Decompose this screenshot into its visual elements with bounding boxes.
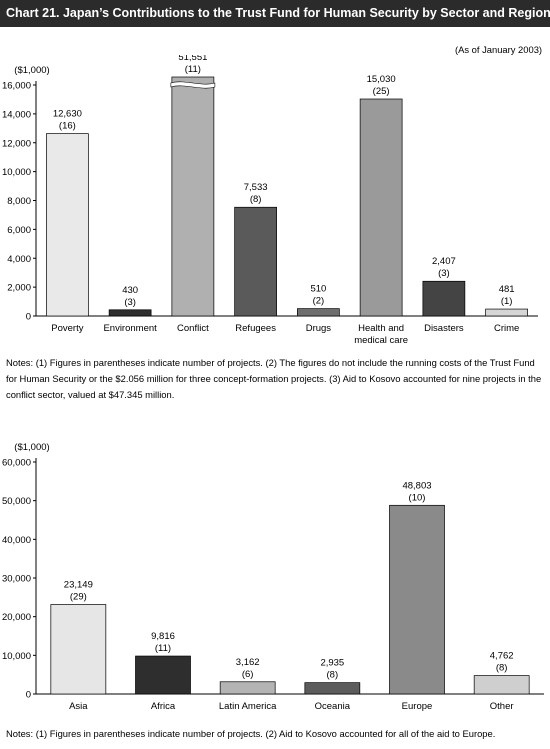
x-tick-label: Environment: [103, 323, 157, 334]
bar-value-label: 23,149: [64, 579, 93, 590]
sector-bar-chart: ($1,000) 0 2,000 4,000 6,000 8,000 10,000 12,00…: [2, 55, 538, 345]
x-tick-label: Crime: [494, 323, 519, 334]
y-tick-label: 16,000: [2, 81, 31, 92]
bar-project-count-label: (11): [185, 64, 201, 75]
x-tick-label: Health and: [358, 323, 404, 334]
axis-break-mark: [170, 81, 216, 89]
bar-value-label: 9,816: [151, 631, 175, 642]
x-tick-label: Africa: [151, 701, 176, 712]
y-tick-label: 0: [26, 690, 31, 701]
x-tick-label: Latin America: [219, 701, 277, 712]
bar: [297, 308, 340, 317]
bar-project-count-label: (10): [409, 492, 426, 503]
bar-project-count-label: (8): [250, 194, 262, 205]
bar: [389, 504, 445, 695]
bar-project-count-label: (29): [70, 591, 87, 602]
bar: [50, 604, 107, 695]
y-tick-label: 8,000: [7, 196, 31, 207]
bar-project-count-label: (1): [501, 296, 513, 307]
bar-project-count-label: (6): [242, 669, 254, 680]
y-tick-label: 30,000: [2, 574, 31, 585]
y-tick-label: 40,000: [2, 535, 31, 546]
bar-project-count-label: (8): [496, 663, 508, 674]
bar-value-label: 51,551: [178, 55, 207, 63]
bar-value-label: 510: [310, 284, 326, 295]
region-notes: Notes: (1) Figures in parentheses indica…: [6, 728, 496, 739]
sector-notes: Notes: (1) Figures in parentheses indica…: [6, 357, 542, 400]
y-tick-label: 10,000: [2, 167, 31, 178]
y-tick-label: 60,000: [2, 458, 31, 469]
bar-value-label: 15,030: [367, 74, 396, 85]
bar-value-label: 4,762: [490, 651, 514, 662]
y-tick-label: 14,000: [2, 109, 31, 120]
bar-value-label: 430: [122, 285, 138, 296]
x-tick-label: Asia: [69, 701, 88, 712]
bar: [219, 681, 276, 695]
x-tick-label: Conflict: [177, 323, 209, 334]
bar: [234, 206, 277, 317]
bar: [473, 675, 530, 695]
bar: [485, 308, 528, 317]
x-tick-label: Other: [490, 701, 514, 712]
region-bar-chart: ($1,000) 0 10,000 20,000 30,000 40,000 50,000 6…: [2, 442, 544, 712]
y-tick-label: 4,000: [7, 254, 31, 265]
bar: [304, 682, 361, 695]
x-tick-label: Refugees: [235, 323, 276, 334]
bar-project-count-label: (25): [373, 86, 390, 97]
bar-value-label: 2,935: [320, 658, 344, 669]
y-tick-label: 6,000: [7, 225, 31, 236]
bar: [422, 280, 466, 317]
x-tick-label: Disasters: [424, 323, 464, 334]
x-tick-label: Drugs: [306, 323, 332, 334]
bar: [171, 76, 215, 317]
bar-project-count-label: (8): [327, 670, 339, 681]
y-tick-label: 2,000: [7, 283, 31, 294]
bar-project-count-label: (3): [124, 297, 136, 308]
bar-project-count-label: (2): [313, 296, 325, 307]
bar-value-label: 3,162: [236, 657, 260, 668]
x-tick-label: medical care: [354, 335, 408, 345]
y-axis-label: ($1,000): [14, 65, 49, 76]
x-tick-label: Oceania: [315, 701, 351, 712]
bar-value-label: 2,407: [432, 256, 456, 267]
bar-project-count-label: (16): [59, 121, 76, 132]
x-tick-label: Europe: [402, 701, 433, 712]
bar-project-count-label: (3): [438, 268, 450, 279]
x-tick-label: Poverty: [51, 323, 83, 334]
bar-value-label: 7,533: [244, 182, 268, 193]
y-tick-label: 50,000: [2, 496, 31, 507]
bar-project-count-label: (11): [155, 643, 171, 654]
bar: [359, 98, 403, 317]
bar-value-label: 12,630: [53, 109, 82, 120]
bar: [135, 655, 191, 695]
bar-value-label: 48,803: [402, 480, 431, 491]
y-axis-label: ($1,000): [14, 442, 49, 453]
bar: [46, 133, 89, 317]
y-tick-label: 10,000: [2, 651, 31, 662]
bar: [108, 309, 152, 317]
y-tick-label: 12,000: [2, 138, 31, 149]
y-tick-label: 20,000: [2, 612, 31, 623]
chart-title: Chart 21. Japan’s Contributions to the T…: [0, 0, 550, 27]
as-of-date: (As of January 2003): [455, 44, 543, 55]
bar-value-label: 481: [499, 284, 515, 295]
y-tick-label: 0: [26, 312, 31, 323]
